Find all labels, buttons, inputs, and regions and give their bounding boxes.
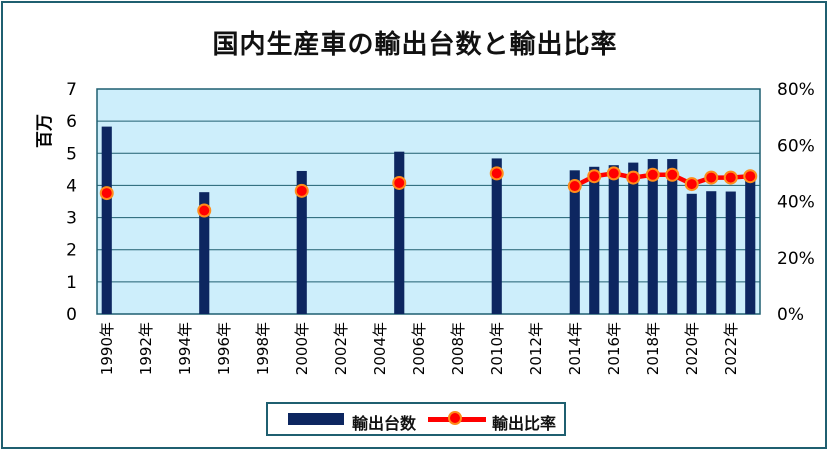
- bar: [296, 170, 307, 314]
- y2-tick-label: 20%: [777, 249, 815, 269]
- x-tick-label: 1998年: [254, 322, 272, 375]
- bar: [394, 151, 405, 314]
- line-point: [606, 166, 621, 181]
- line-point: [567, 179, 582, 194]
- y-tick-label: 7: [66, 80, 77, 100]
- line-point: [197, 203, 212, 218]
- line-point: [489, 166, 504, 181]
- x-tick-label: 2022年: [722, 322, 740, 375]
- x-tick-label: 1994年: [176, 322, 194, 375]
- bar: [199, 192, 210, 314]
- plot-area: [96, 88, 761, 315]
- x-tick-label: 2016年: [605, 322, 623, 375]
- legend-marker-icon: [448, 411, 462, 425]
- line-point: [704, 170, 719, 185]
- bar: [686, 193, 697, 314]
- y-tick-label: 4: [66, 176, 77, 196]
- right-axis-ticks: 0% 20% 40% 60% 80%: [777, 80, 815, 325]
- x-tick-label: 2020年: [683, 322, 701, 375]
- line-point: [684, 177, 699, 192]
- line-point: [645, 167, 660, 182]
- x-tick-label: 2012年: [527, 322, 545, 375]
- y-axis-label: 百万: [35, 114, 55, 148]
- x-tick-label: 2004年: [371, 322, 389, 375]
- x-tick-label: 1992年: [137, 322, 155, 375]
- y2-tick-label: 60%: [777, 136, 815, 156]
- legend-label-export-count: 輸出台数: [352, 414, 417, 433]
- x-tick-label: 2006年: [410, 322, 428, 375]
- bar: [667, 159, 678, 314]
- left-axis-ticks: 0 1 2 3 4 5 6 7: [66, 80, 77, 325]
- x-tick-label: 1996年: [215, 322, 233, 375]
- bar: [589, 166, 600, 314]
- legend-bar-swatch: [288, 413, 344, 425]
- line-series: [99, 166, 758, 218]
- line-point: [294, 183, 309, 198]
- y-tick-label: 0: [66, 305, 77, 325]
- y2-tick-label: 0%: [777, 305, 804, 325]
- y2-tick-label: 40%: [777, 193, 815, 213]
- x-tick-label: 1990年: [98, 322, 116, 375]
- x-tick-label: 2000年: [293, 322, 311, 375]
- bar: [647, 159, 658, 314]
- line-point: [392, 175, 407, 190]
- bar: [608, 165, 619, 314]
- chart-title: 国内生産車の輸出台数と輸出比率: [212, 30, 618, 60]
- y2-tick-label: 80%: [777, 80, 815, 100]
- line-point: [587, 169, 602, 184]
- y-tick-label: 3: [66, 209, 77, 229]
- bar: [491, 158, 502, 314]
- x-tick-label: 2010年: [488, 322, 506, 375]
- x-tick-label: 2014年: [566, 322, 584, 375]
- bar: [628, 162, 639, 314]
- x-axis-ticks: 1990年 1992年 1994年 1996年 1998年 2000年 2002年 2004年…: [98, 322, 740, 375]
- y-tick-label: 6: [66, 112, 77, 132]
- line-point: [665, 167, 680, 182]
- line-point: [99, 186, 114, 201]
- bar: [706, 191, 717, 314]
- legend-label-export-ratio: 輸出比率: [492, 414, 557, 433]
- bar: [745, 171, 756, 314]
- legend: 輸出台数 輸出比率: [266, 402, 566, 436]
- x-tick-label: 2002年: [332, 322, 350, 375]
- bar: [725, 191, 736, 314]
- x-tick-label: 2008年: [449, 322, 467, 375]
- line-point: [743, 169, 758, 184]
- bar-series: [101, 126, 756, 314]
- x-tick-label: 2018年: [644, 322, 662, 375]
- line-point: [723, 170, 738, 185]
- y-tick-label: 1: [66, 273, 77, 293]
- line-point: [626, 170, 641, 185]
- bar: [101, 126, 112, 314]
- bar: [569, 170, 580, 314]
- y-tick-label: 2: [66, 241, 77, 261]
- y-tick-label: 5: [66, 144, 77, 164]
